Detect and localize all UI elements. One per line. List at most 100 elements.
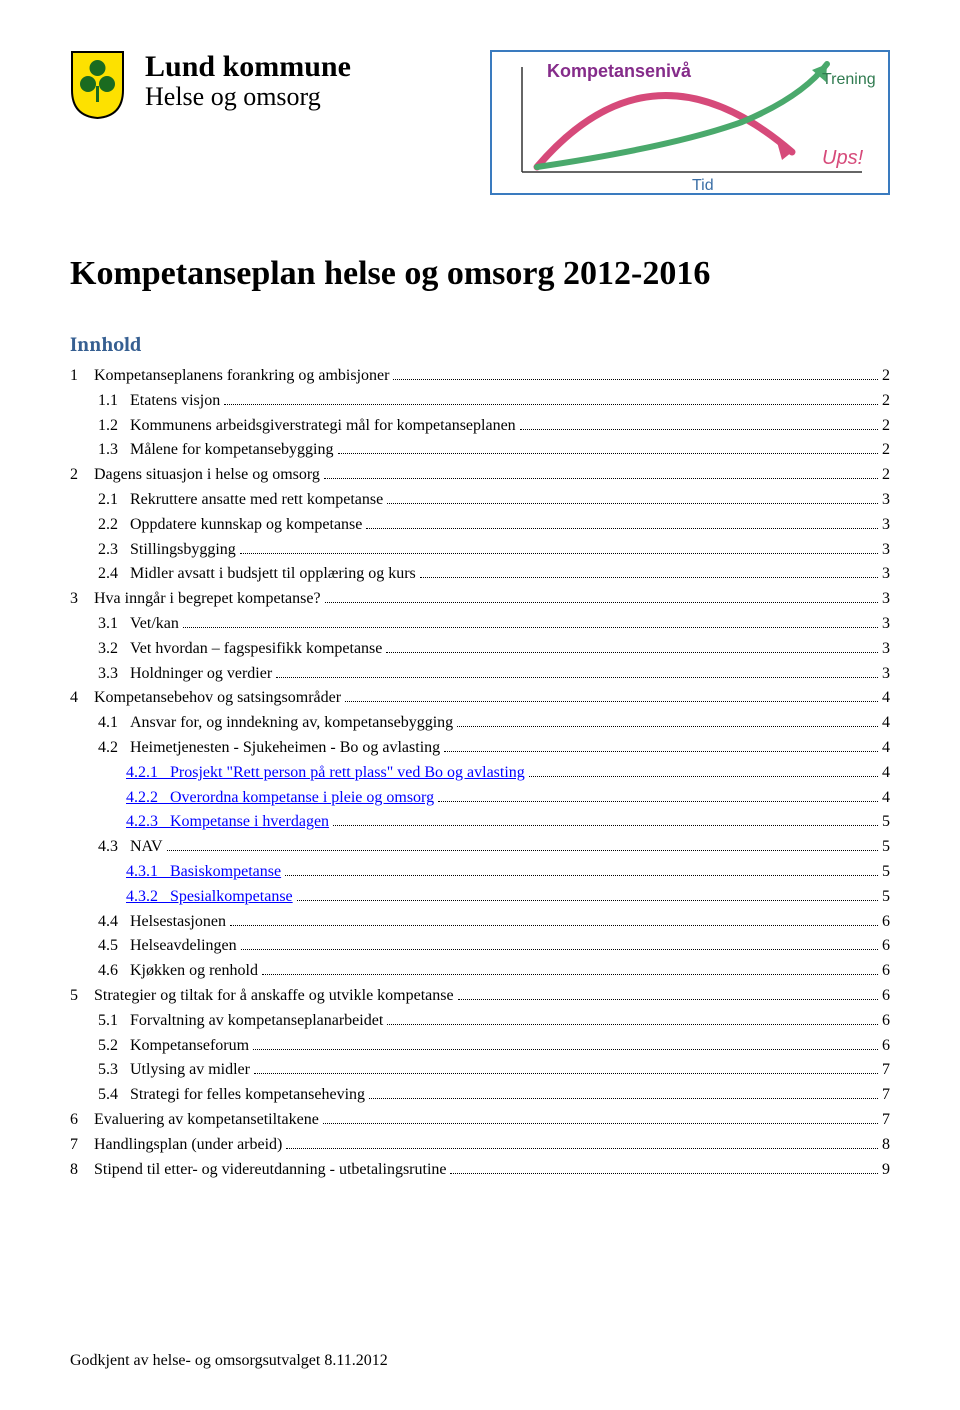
toc-entry-label: 2.4 Midler avsatt i budsjett til opplæri… xyxy=(98,562,416,587)
toc-row: 4.1 Ansvar for, og inndekning av, kompet… xyxy=(70,711,890,736)
toc-page-number: 7 xyxy=(882,1058,890,1083)
toc-page-number: 3 xyxy=(882,637,890,662)
toc-entry-label: 3.1 Vet/kan xyxy=(98,612,179,637)
toc-row: 1.3 Målene for kompetansebygging 2 xyxy=(70,438,890,463)
toc-row: 8 Stipend til etter- og videreutdanning … xyxy=(70,1158,890,1183)
toc-row: 2 Dagens situasjon i helse og omsorg 2 xyxy=(70,463,890,488)
toc-entry-label: 2.2 Oppdatere kunnskap og kompetanse xyxy=(98,513,362,538)
toc-leader-dots xyxy=(529,776,878,777)
toc-row: 4.6 Kjøkken og renhold 6 xyxy=(70,959,890,984)
toc-page-number: 4 xyxy=(882,686,890,711)
toc-page-number: 5 xyxy=(882,860,890,885)
toc-leader-dots xyxy=(253,1049,878,1050)
toc-entry-label: 5 Strategier og tiltak for å anskaffe og… xyxy=(70,984,454,1009)
toc-row: 1.2 Kommunens arbeidsgiverstrategi mål f… xyxy=(70,414,890,439)
toc-entry-label: 2 Dagens situasjon i helse og omsorg xyxy=(70,463,320,488)
toc-leader-dots xyxy=(224,404,878,405)
org-dept: Helse og omsorg xyxy=(145,83,470,112)
toc-entry-label: 5.1 Forvaltning av kompetanseplanarbeide… xyxy=(98,1009,383,1034)
toc-entry-label: 4.2 Heimetjenesten - Sjukeheimen - Bo og… xyxy=(98,736,440,761)
table-of-contents: 1 Kompetanseplanens forankring og ambisj… xyxy=(70,364,890,1182)
toc-leader-dots xyxy=(393,379,878,380)
toc-entry-label: 1.1 Etatens visjon xyxy=(98,389,220,414)
toc-entry-label: 4.3.1 Basiskompetanse xyxy=(126,860,281,885)
toc-row: 1 Kompetanseplanens forankring og ambisj… xyxy=(70,364,890,389)
toc-leader-dots xyxy=(458,999,878,1000)
toc-row: 4 Kompetansebehov og satsingsområder 4 xyxy=(70,686,890,711)
toc-row: 5.1 Forvaltning av kompetanseplanarbeide… xyxy=(70,1009,890,1034)
toc-row: 4.4 Helsestasjonen 6 xyxy=(70,910,890,935)
toc-leader-dots xyxy=(366,528,878,529)
toc-page-number: 6 xyxy=(882,934,890,959)
toc-page-number: 6 xyxy=(882,1009,890,1034)
toc-entry-label: 5.4 Strategi for felles kompetanseheving xyxy=(98,1083,365,1108)
toc-entry-label: 4.6 Kjøkken og renhold xyxy=(98,959,258,984)
toc-page-number: 5 xyxy=(882,885,890,910)
toc-entry-label: 1.2 Kommunens arbeidsgiverstrategi mål f… xyxy=(98,414,516,439)
toc-row[interactable]: 4.3.1 Basiskompetanse 5 xyxy=(70,860,890,885)
toc-page-number: 3 xyxy=(882,513,890,538)
toc-leader-dots xyxy=(338,453,879,454)
toc-leader-dots xyxy=(450,1173,878,1174)
toc-leader-dots xyxy=(369,1098,878,1099)
header-row: Lund kommune Helse og omsorg Kompetansen… xyxy=(70,50,890,195)
toc-leader-dots xyxy=(241,949,878,950)
toc-page-number: 3 xyxy=(882,488,890,513)
toc-page-number: 9 xyxy=(882,1158,890,1183)
toc-page-number: 3 xyxy=(882,562,890,587)
toc-page-number: 2 xyxy=(882,414,890,439)
toc-page-number: 3 xyxy=(882,538,890,563)
org-name: Lund kommune xyxy=(145,50,470,83)
approval-footer: Godkjent av helse- og omsorgsutvalget 8.… xyxy=(70,1352,890,1370)
toc-leader-dots xyxy=(285,875,878,876)
toc-row: 3.3 Holdninger og verdier 3 xyxy=(70,662,890,687)
toc-row: 6 Evaluering av kompetansetiltakene 7 xyxy=(70,1108,890,1133)
document-title: Kompetanseplan helse og omsorg 2012-2016 xyxy=(70,255,890,293)
toc-row[interactable]: 4.3.2 Spesialkompetanse 5 xyxy=(70,885,890,910)
toc-row: 1.1 Etatens visjon 2 xyxy=(70,389,890,414)
diagram-label-trening: Trening xyxy=(822,71,876,88)
toc-row[interactable]: 4.2.1 Prosjekt "Rett person på rett plas… xyxy=(70,761,890,786)
toc-leader-dots xyxy=(323,1123,878,1124)
toc-entry-label: 2.3 Stillingsbygging xyxy=(98,538,236,563)
toc-entry-label: 4.5 Helseavdelingen xyxy=(98,934,237,959)
toc-page-number: 4 xyxy=(882,736,890,761)
diagram-label-ups: Ups! xyxy=(822,147,864,169)
toc-entry-label: 4.2.3 Kompetanse i hverdagen xyxy=(126,810,329,835)
toc-page-number: 6 xyxy=(882,984,890,1009)
municipal-logo xyxy=(70,50,125,120)
toc-page-number: 3 xyxy=(882,587,890,612)
toc-row: 5.3 Utlysing av midler 7 xyxy=(70,1058,890,1083)
toc-leader-dots xyxy=(387,1024,878,1025)
toc-leader-dots xyxy=(444,751,878,752)
toc-row[interactable]: 4.2.2 Overordna kompetanse i pleie og om… xyxy=(70,786,890,811)
toc-leader-dots xyxy=(345,701,878,702)
toc-page-number: 6 xyxy=(882,959,890,984)
toc-leader-dots xyxy=(333,825,878,826)
toc-row: 2.3 Stillingsbygging 3 xyxy=(70,538,890,563)
toc-page-number: 7 xyxy=(882,1083,890,1108)
toc-entry-label: 6 Evaluering av kompetansetiltakene xyxy=(70,1108,319,1133)
toc-entry-label: 2.1 Rekruttere ansatte med rett kompetan… xyxy=(98,488,383,513)
toc-row: 5.2 Kompetanseforum 6 xyxy=(70,1034,890,1059)
toc-entry-label: 4.3.2 Spesialkompetanse xyxy=(126,885,293,910)
toc-row: 7 Handlingsplan (under arbeid) 8 xyxy=(70,1133,890,1158)
toc-entry-label: 4.2.1 Prosjekt "Rett person på rett plas… xyxy=(126,761,525,786)
toc-row: 3.1 Vet/kan 3 xyxy=(70,612,890,637)
toc-entry-label: 3.3 Holdninger og verdier xyxy=(98,662,272,687)
toc-leader-dots xyxy=(230,925,878,926)
competence-diagram: Kompetansenivå Trening Tid Ups! xyxy=(490,50,890,195)
toc-leader-dots xyxy=(297,900,878,901)
toc-leader-dots xyxy=(438,801,878,802)
toc-entry-label: 1.3 Målene for kompetansebygging xyxy=(98,438,334,463)
toc-page-number: 4 xyxy=(882,761,890,786)
toc-entry-label: 3 Hva inngår i begrepet kompetanse? xyxy=(70,587,321,612)
toc-page-number: 6 xyxy=(882,910,890,935)
toc-page-number: 4 xyxy=(882,786,890,811)
toc-page-number: 3 xyxy=(882,612,890,637)
toc-page-number: 6 xyxy=(882,1034,890,1059)
toc-row: 2.1 Rekruttere ansatte med rett kompetan… xyxy=(70,488,890,513)
toc-page-number: 2 xyxy=(882,389,890,414)
toc-row[interactable]: 4.2.3 Kompetanse i hverdagen 5 xyxy=(70,810,890,835)
toc-page-number: 2 xyxy=(882,438,890,463)
